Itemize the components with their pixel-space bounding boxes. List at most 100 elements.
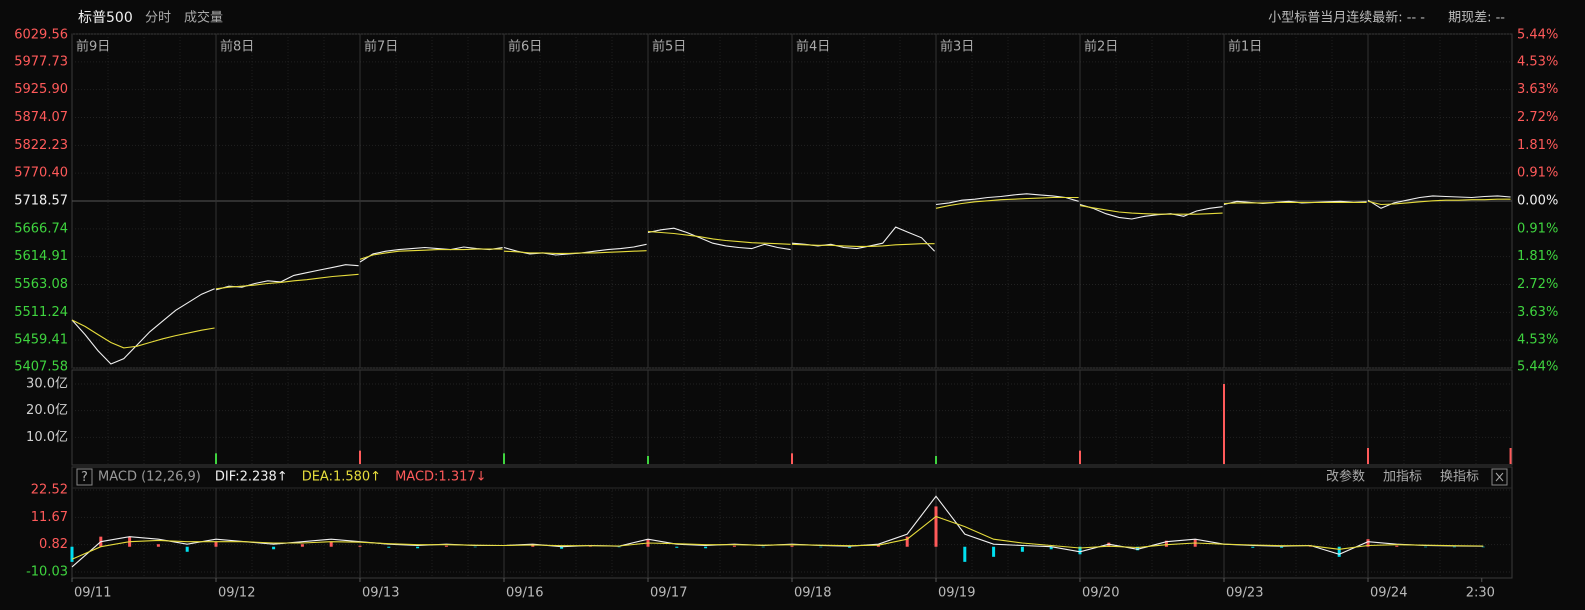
indicator-button[interactable]: 加指标 xyxy=(1383,470,1422,485)
macd-bar xyxy=(1395,545,1399,547)
indicator-button[interactable]: 改参数 xyxy=(1326,469,1365,485)
indicator-button[interactable]: 换指标 xyxy=(1440,470,1479,485)
macd-bar xyxy=(531,545,535,547)
macd-bar xyxy=(70,546,74,562)
help-label[interactable]: ? xyxy=(81,470,88,485)
day-label: 前8日 xyxy=(220,39,254,55)
macd-bar xyxy=(1078,546,1082,555)
day-label: 前3日 xyxy=(940,39,974,55)
header-info: 小型标普当月连续最新: -- - xyxy=(1268,10,1425,26)
header-tab[interactable]: 成交量 xyxy=(184,10,223,26)
x-tick-label: 09/13 xyxy=(362,586,399,601)
macd-bar xyxy=(934,506,938,547)
y-tick-label: 11.67 xyxy=(31,510,68,525)
macd-bar xyxy=(1136,546,1140,551)
macd-bar xyxy=(416,546,420,549)
macd-bar xyxy=(1452,546,1456,548)
x-tick-label: 09/17 xyxy=(650,586,687,601)
volume-bar xyxy=(1079,450,1081,464)
x-tick-label: 09/19 xyxy=(938,586,975,601)
macd-bar xyxy=(1020,546,1024,552)
day-label: 前5日 xyxy=(652,39,686,55)
macd-bar xyxy=(1049,546,1053,550)
average-line xyxy=(71,196,1511,349)
x-tick-label: 09/20 xyxy=(1082,586,1119,601)
macd-bar xyxy=(992,546,996,557)
day-label: 前9日 xyxy=(76,39,110,55)
y-tick-label: 5718.57 xyxy=(14,194,68,209)
y-tick-label: 6029.56 xyxy=(14,28,68,43)
macd-bar xyxy=(1366,539,1370,547)
y2-tick-label: 0.91% xyxy=(1517,221,1558,236)
macd-bar xyxy=(1337,546,1341,557)
y2-tick-label: 5.44% xyxy=(1517,360,1558,375)
close-box[interactable] xyxy=(1491,468,1508,486)
y2-tick-label: 4.53% xyxy=(1517,333,1558,348)
macd-bar xyxy=(732,545,736,547)
x-tick-label: 09/23 xyxy=(1226,586,1263,601)
macd-bar xyxy=(387,546,391,548)
macd-bar xyxy=(1481,546,1485,548)
y-tick-label: 5614.91 xyxy=(14,249,68,264)
macd-bar xyxy=(704,546,708,549)
macd-bar xyxy=(560,546,564,549)
volume-bar xyxy=(1223,384,1225,464)
macd-bar xyxy=(675,546,679,548)
macd-bar xyxy=(1424,546,1428,548)
y-tick-label: 5666.74 xyxy=(14,221,68,236)
y-tick-label: 5770.40 xyxy=(14,166,68,181)
close-icon[interactable] xyxy=(1495,472,1504,482)
y-tick-label: 30.0亿 xyxy=(26,377,68,392)
x-tick-label: 09/18 xyxy=(794,586,831,601)
dif-line xyxy=(71,495,1484,568)
y2-tick-label: 3.63% xyxy=(1517,305,1558,320)
volume-bar xyxy=(1367,448,1369,464)
y-tick-label: 5511.24 xyxy=(14,305,68,320)
macd-bar xyxy=(300,544,304,547)
y2-tick-label: 1.81% xyxy=(1517,249,1558,264)
volume-bar xyxy=(359,450,361,464)
y-tick-label: 20.0亿 xyxy=(26,403,68,418)
macd-bar xyxy=(1164,540,1168,547)
y-tick-label: 5459.41 xyxy=(14,333,68,348)
macd-bar xyxy=(358,545,362,547)
macd-bar xyxy=(444,545,448,547)
header-info: 期现差: -- xyxy=(1448,11,1505,26)
y-tick-label: 5563.08 xyxy=(14,277,68,292)
y2-tick-label: 2.72% xyxy=(1517,277,1558,292)
macd-bar xyxy=(761,546,765,548)
macd-bar xyxy=(1251,546,1255,548)
macd-bar xyxy=(617,546,621,548)
y2-tick-label: 5.44% xyxy=(1517,28,1558,43)
y-tick-label: 5822.23 xyxy=(14,138,68,153)
x-tick-label: 2:30 xyxy=(1466,586,1495,601)
indicator-value: DEA:1.580↑ xyxy=(302,470,381,485)
y-tick-label: 5925.90 xyxy=(14,82,68,97)
y2-tick-label: 4.53% xyxy=(1517,54,1558,69)
day-label: 前7日 xyxy=(364,39,398,55)
header-title: 标普500 xyxy=(78,10,133,26)
macd-bar xyxy=(473,546,477,548)
y-tick-label: 5407.58 xyxy=(14,360,68,375)
x-tick-label: 09/12 xyxy=(218,586,255,601)
volume-bar xyxy=(647,456,649,464)
help-box[interactable] xyxy=(76,468,93,486)
volume-bar xyxy=(503,453,505,464)
y-tick-label: -10.03 xyxy=(26,565,68,580)
day-label: 前1日 xyxy=(1228,39,1262,55)
macd-bar xyxy=(272,546,276,550)
macd-bar xyxy=(819,546,823,548)
header-tab[interactable]: 分时 xyxy=(145,11,171,26)
y-tick-label: 10.0亿 xyxy=(26,430,68,445)
macd-bar xyxy=(156,544,160,547)
day-label: 前2日 xyxy=(1084,39,1118,55)
macd-bar xyxy=(588,546,592,547)
x-tick-label: 09/16 xyxy=(506,586,543,601)
indicator-title[interactable]: MACD (12,26,9) xyxy=(98,470,201,485)
macd-bar xyxy=(214,541,218,547)
y2-tick-label: 3.63% xyxy=(1517,82,1558,97)
macd-bar xyxy=(1280,546,1284,548)
macd-bar xyxy=(963,546,967,562)
day-label: 前4日 xyxy=(796,39,830,55)
